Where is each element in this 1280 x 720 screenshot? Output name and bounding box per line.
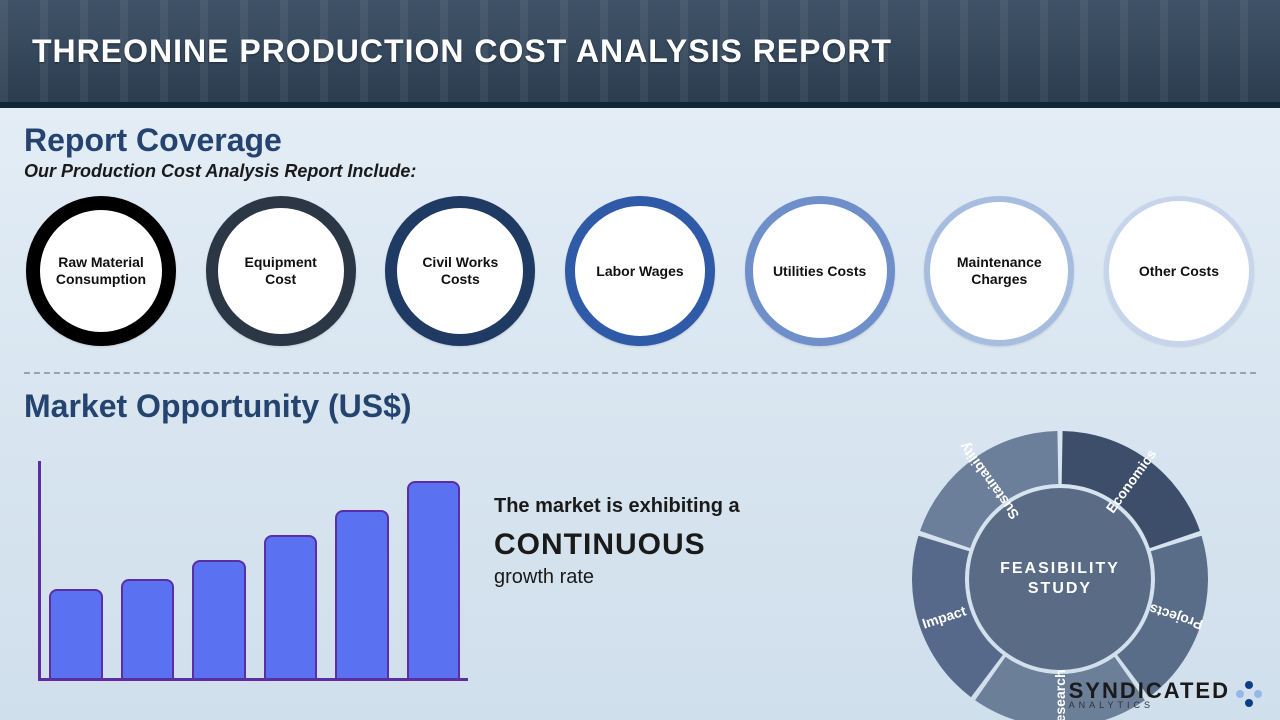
chart-bar	[335, 510, 389, 678]
chart-bar	[192, 560, 246, 678]
market-line1: The market is exhibiting a	[494, 495, 854, 518]
coverage-ring: Utilities Costs	[745, 196, 895, 346]
page-title: THREONINE PRODUCTION COST ANALYSIS REPOR…	[32, 33, 892, 70]
coverage-ring-label: Equipment Cost	[218, 254, 344, 288]
chart-bar	[407, 481, 461, 678]
coverage-section: Report Coverage Our Production Cost Anal…	[24, 122, 1256, 346]
coverage-ring-label: Raw Material Consumption	[38, 254, 164, 288]
coverage-ring: Equipment Cost	[206, 196, 356, 346]
market-heading: Market Opportunity (US$)	[24, 388, 1256, 425]
market-text: The market is exhibiting a CONTINUOUS gr…	[494, 425, 854, 589]
coverage-ring-label: Other Costs	[1121, 263, 1237, 280]
market-emphasis: CONTINUOUS	[494, 528, 854, 562]
market-line3: growth rate	[494, 566, 854, 589]
brand-logo: SYNDICATED ANALYTICS	[1069, 678, 1262, 710]
logo-mark-icon	[1236, 681, 1262, 707]
coverage-ring: Maintenance Charges	[924, 196, 1074, 346]
coverage-subheading: Our Production Cost Analysis Report Incl…	[24, 161, 1256, 182]
coverage-rings: Raw Material Consumption Equipment Cost Ci…	[24, 196, 1256, 346]
chart-bar	[264, 535, 318, 678]
wheel-segment-label: Research	[1052, 669, 1068, 720]
banner: THREONINE PRODUCTION COST ANALYSIS REPOR…	[0, 0, 1280, 108]
coverage-ring-label: Labor Wages	[578, 263, 701, 280]
coverage-ring-label: Utilities Costs	[755, 263, 884, 280]
coverage-ring: Other Costs	[1104, 196, 1254, 346]
chart-bar	[121, 579, 175, 678]
market-chart	[24, 425, 484, 681]
chart-bar	[49, 589, 103, 678]
coverage-ring-label: Civil Works Costs	[397, 254, 523, 288]
feasibility-wheel: FEASIBILITYSTUDY EconomicsProjectsResear…	[864, 425, 1256, 720]
page-body: Report Coverage Our Production Cost Anal…	[0, 108, 1280, 720]
coverage-ring: Labor Wages	[565, 196, 715, 346]
market-section: Market Opportunity (US$) The market is e…	[24, 388, 1256, 720]
coverage-ring: Civil Works Costs	[385, 196, 535, 346]
coverage-heading: Report Coverage	[24, 122, 1256, 159]
wheel-center-label: FEASIBILITYSTUDY	[1000, 559, 1120, 599]
coverage-ring: Raw Material Consumption	[26, 196, 176, 346]
section-divider	[24, 372, 1256, 374]
coverage-ring-label: Maintenance Charges	[930, 254, 1068, 288]
